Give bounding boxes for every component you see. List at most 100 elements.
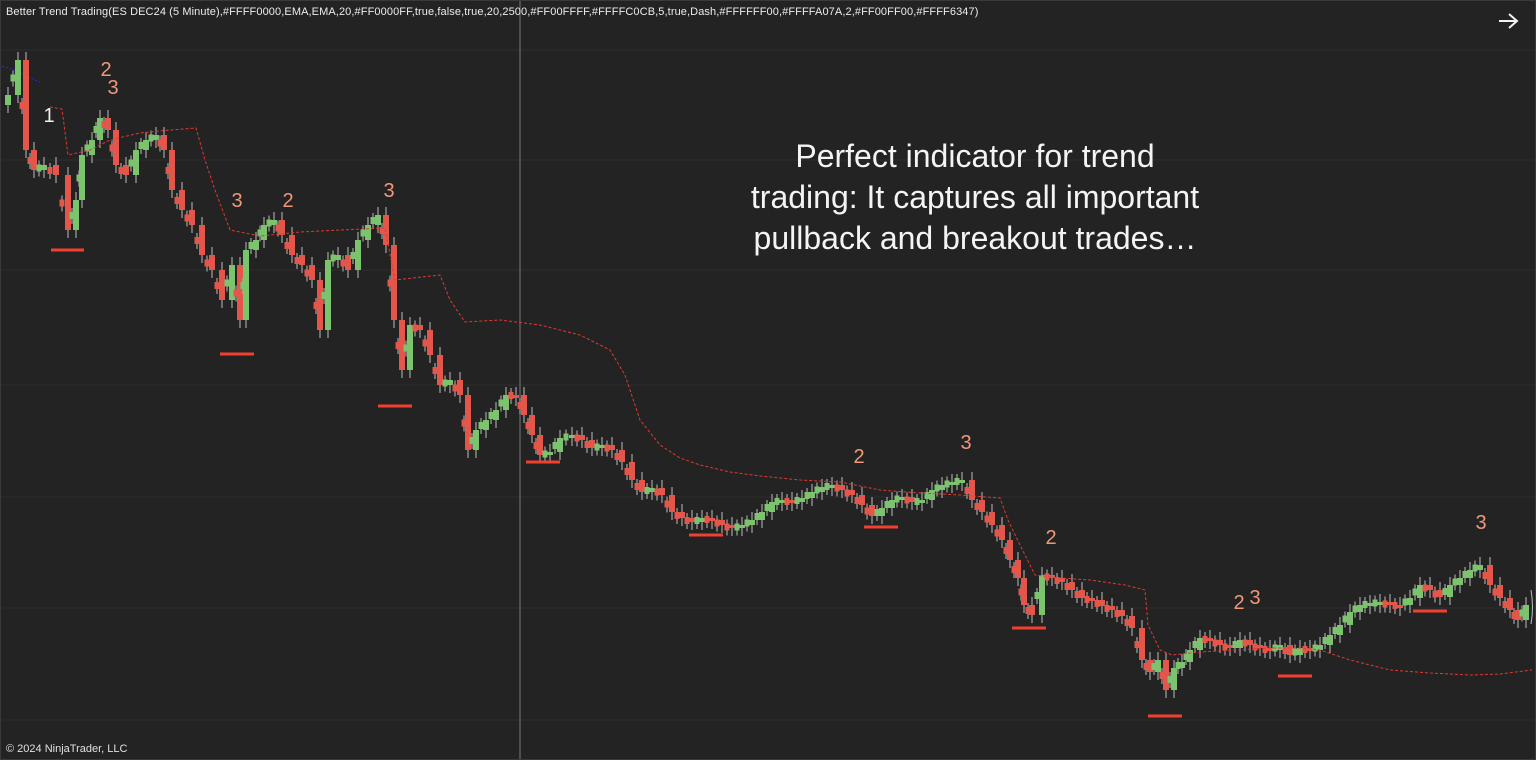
candle-body <box>1252 643 1258 651</box>
candle-body <box>65 175 71 230</box>
candle-body <box>105 118 111 130</box>
candle-body <box>557 438 563 452</box>
candle-body <box>1099 600 1105 606</box>
candle-body <box>169 150 175 190</box>
candle-body <box>1432 590 1438 598</box>
candle-body <box>659 488 665 495</box>
trend-label: 2 <box>1045 527 1056 549</box>
candle-body <box>10 74 16 82</box>
candle-body <box>79 155 85 200</box>
candle-body <box>304 269 310 277</box>
candle-body <box>889 500 895 508</box>
candle-body <box>614 453 620 460</box>
candle-body <box>1007 540 1013 560</box>
candle-body <box>165 167 171 174</box>
candle-body <box>1457 578 1463 585</box>
candle-body <box>934 484 940 492</box>
candle-body <box>764 504 770 511</box>
candle-body <box>1207 638 1213 641</box>
candle-body <box>574 434 580 442</box>
candle-body <box>964 487 970 494</box>
candle-body <box>829 485 835 488</box>
candle-body <box>844 489 850 497</box>
navigate-right-button[interactable] <box>1496 8 1522 34</box>
candle-body <box>1187 650 1193 662</box>
candle-body <box>1163 660 1169 690</box>
candle-body <box>1025 607 1031 614</box>
candle-body <box>719 520 725 525</box>
candle-body <box>699 518 705 522</box>
candle-body <box>1049 575 1055 578</box>
candle-body <box>355 240 361 270</box>
swing-markers <box>51 248 1447 718</box>
candle-body <box>350 252 356 259</box>
candle-body <box>1021 578 1027 605</box>
candle-body <box>19 102 25 109</box>
candle-body <box>248 242 254 249</box>
candle-body <box>1322 637 1328 644</box>
candle-body <box>919 500 925 503</box>
candle-body <box>1257 645 1263 648</box>
candle-body <box>689 518 695 522</box>
candle-body <box>399 320 405 370</box>
candle-body <box>1202 636 1208 643</box>
candle-body <box>1069 582 1075 590</box>
candle-body <box>894 495 900 503</box>
candle-body <box>1382 600 1388 608</box>
candle-body <box>1427 585 1433 590</box>
trend-label: 3 <box>231 190 242 212</box>
candle-body <box>299 255 305 265</box>
candle-body <box>457 380 463 395</box>
candle-body <box>101 121 107 128</box>
candle-body <box>859 495 865 505</box>
candle-body <box>375 215 381 225</box>
candle-body <box>1442 588 1448 595</box>
candle-body <box>330 254 336 262</box>
candle-body <box>294 257 300 264</box>
candle-body <box>1492 588 1498 596</box>
candle-body <box>609 445 615 450</box>
candle-body <box>84 144 90 152</box>
candle-body <box>31 150 37 170</box>
candle-body <box>1247 640 1253 645</box>
candle-body <box>15 60 21 95</box>
candle-body <box>123 165 129 175</box>
candle-body <box>884 501 890 508</box>
candle-body <box>1352 605 1358 613</box>
candle-body <box>452 384 458 392</box>
trend-label: 2 <box>282 190 293 212</box>
candle-body <box>340 259 346 267</box>
candle-body <box>508 392 514 399</box>
candle-body <box>994 529 1000 537</box>
candle-body <box>1472 564 1478 572</box>
candle-body <box>709 518 715 521</box>
candle-body <box>1327 635 1333 645</box>
candle-body <box>824 483 830 490</box>
candle-body <box>395 342 401 349</box>
candle-body <box>589 440 595 448</box>
candle-body <box>744 519 750 527</box>
candle-body <box>461 419 467 427</box>
trend-label: 2 <box>853 446 864 468</box>
candle-body <box>1511 612 1517 619</box>
candle-body <box>529 415 535 435</box>
trend-label: 3 <box>1475 512 1486 534</box>
candle-body <box>1151 663 1157 670</box>
candle-body <box>148 134 154 142</box>
candle-body <box>1011 566 1017 573</box>
candle-body <box>138 142 144 149</box>
candle-body <box>59 199 65 207</box>
candle-body <box>984 515 990 523</box>
candle-body <box>1134 641 1140 648</box>
candle-body <box>954 478 960 485</box>
candle-body <box>714 519 720 527</box>
candle-body <box>41 165 47 170</box>
candle-body <box>317 280 323 330</box>
candle-body <box>73 200 79 230</box>
candle-body <box>684 517 690 524</box>
candle-body <box>284 242 290 249</box>
candle-body <box>224 279 230 287</box>
candle-body <box>1044 573 1050 581</box>
